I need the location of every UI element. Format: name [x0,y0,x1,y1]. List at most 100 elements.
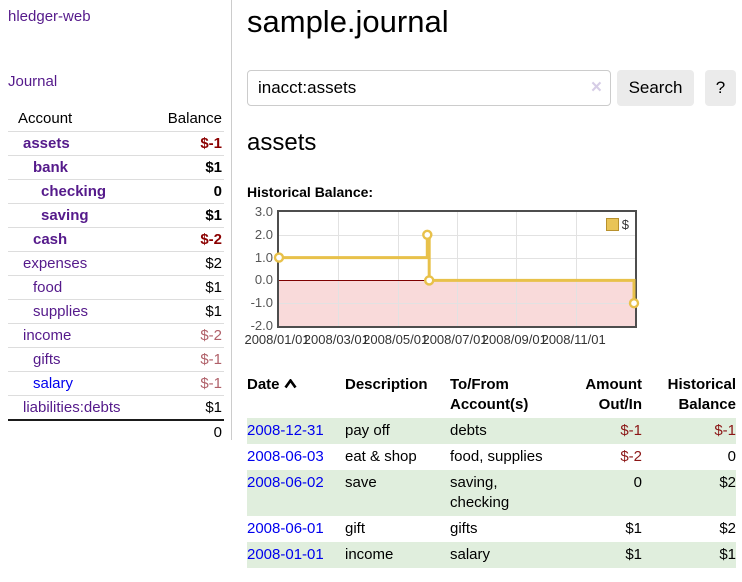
transaction-date-link[interactable]: 2008-06-02 [247,474,324,491]
accounts-total-spacer [8,420,152,444]
register-row: 2008-06-02 save saving, checking 0 $2 [247,470,736,516]
register-header-accounts: To/From Account(s) [450,376,529,413]
transaction-accounts: debts [450,422,487,439]
chart-plot: $ [273,210,640,328]
register-row: 2008-01-01 income salary $1 $1 [247,542,736,568]
accounts-table: Account Balance assets $-1 bank $1 checking 0… [8,107,224,444]
data-point-marker [422,229,433,240]
register-row: 2008-06-01 gift gifts $1 $2 [247,516,736,542]
chart-heading: Historical Balance: [247,184,374,200]
search-row: × Search ? [247,70,736,106]
sidebar: hledger-web Journal Account Balance asse… [0,0,232,441]
y-axis-tick-label: -1.0 [250,295,273,311]
accounts-tbody: assets $-1 bank $1 checking 0 saving $1 cash $-2 e… [8,131,224,421]
sidebar-account-link-liabilities-debts[interactable]: liabilities:debts [23,399,121,416]
transaction-date-link[interactable]: 2008-01-01 [247,546,324,563]
sidebar-account-link-checking[interactable]: checking [41,183,107,200]
sidebar-account-link-food[interactable]: food [33,279,63,296]
account-row: bank $1 [8,155,224,180]
app-title-link[interactable]: hledger-web [8,8,91,25]
sidebar-account-link-gifts[interactable]: gifts [33,351,61,368]
gridline [457,212,458,326]
gridline [397,212,399,326]
transaction-date-link[interactable]: 2008-06-01 [247,520,324,537]
accounts-total-row: 0 [8,420,224,444]
account-row: salary $-1 [8,371,224,396]
transaction-balance: $2 [719,520,736,537]
x-axis-tick-label: 2008/03/01 [303,332,369,347]
register-header-description: Description [345,376,428,393]
sidebar-account-link-saving[interactable]: saving [41,207,89,224]
search-input[interactable] [247,70,611,106]
sidebar-account-link-assets[interactable]: assets [23,135,70,152]
account-row: supplies $1 [8,299,224,324]
account-balance: 0 [213,183,222,200]
x-axis-tick-label: 2008/09/01 [481,332,547,347]
sidebar-account-link-salary[interactable]: salary [33,375,74,392]
y-axis-tick-label: -2.0 [250,318,273,333]
register-header-balance: Historical Balance [667,376,736,413]
transaction-balance: $1 [719,546,736,563]
register-header-row: Date Description To/From Account(s) Amou… [247,372,736,418]
account-balance: $1 [205,399,222,416]
search-box: × [247,70,611,106]
sidebar-account-link-expenses[interactable]: expenses [23,255,88,272]
main-content: sample.journal × Search ? assets Histori… [244,0,736,568]
chart-series [273,229,640,309]
account-balance: $1 [205,303,222,320]
account-row: income $-2 [8,323,224,348]
account-row: food $1 [8,275,224,300]
transaction-amount: 0 [633,474,642,491]
gridline [516,212,518,326]
gridline [575,212,577,326]
transaction-amount: $-2 [620,448,642,465]
sort-ascending-icon [283,375,297,395]
gridline [338,212,340,326]
x-axis-tick-label: 2008/11/01 [541,332,606,347]
data-point-marker [423,275,435,286]
accounts-header-row: Account Balance [8,107,224,132]
account-balance: $2 [205,255,222,272]
accounts-header-account: Account [18,110,73,127]
y-axis-tick-label: 0.0 [254,272,273,288]
help-button[interactable]: ? [705,70,736,106]
sidebar-account-link-bank[interactable]: bank [33,159,69,176]
x-axis-tick-label: 2008/05/01 [363,332,429,347]
transaction-amount: $1 [625,520,642,537]
transaction-description: eat & shop [345,448,417,465]
account-row: liabilities:debts $1 [8,395,224,421]
clear-search-icon[interactable]: × [590,77,602,98]
y-axis-tick-label: 1.0 [254,249,273,265]
register-header-date-label: Date [247,376,280,393]
accounts-header-balance: Balance [167,110,222,127]
sidebar-account-link-income[interactable]: income [23,327,72,344]
sidebar-account-link-cash[interactable]: cash [33,231,68,248]
register-header-amount: Amount Out/In [585,376,642,413]
transaction-description: gift [345,520,366,537]
sidebar-item-journal[interactable]: Journal [8,73,58,90]
search-button[interactable]: Search [617,70,694,106]
account-title: assets [247,129,317,156]
account-balance: $1 [205,207,222,224]
transaction-description: income [345,546,394,563]
transaction-date-link[interactable]: 2008-12-31 [247,422,324,439]
transaction-accounts: gifts [450,520,478,537]
account-balance: $-2 [200,231,222,248]
transaction-amount: $1 [625,546,642,563]
x-axis-tick-label: 2008/07/01 [422,332,488,347]
register-row: 2008-12-31 pay off debts $-1 $-1 [247,418,736,444]
chart-legend: $ [603,216,631,233]
register-table: Date Description To/From Account(s) Amou… [247,372,736,568]
account-balance: $1 [205,159,222,176]
data-point-marker [628,297,640,309]
chart-x-axis: 2008/01/01 2008/03/01 2008/05/01 2008/07/01… [244,332,637,348]
x-axis-tick-label: 2008/01/01 [244,332,310,347]
account-balance: $-1 [200,351,222,368]
transaction-accounts: saving, checking [450,474,510,511]
sidebar-account-link-supplies[interactable]: supplies [33,303,89,320]
register-header-date[interactable]: Date [247,372,345,418]
transaction-date-link[interactable]: 2008-06-03 [247,448,324,465]
transaction-balance: $-1 [714,422,736,439]
account-row: checking 0 [8,179,224,204]
register-tbody: 2008-12-31 pay off debts $-1 $-1 2008-06-03 ea… [247,418,736,568]
